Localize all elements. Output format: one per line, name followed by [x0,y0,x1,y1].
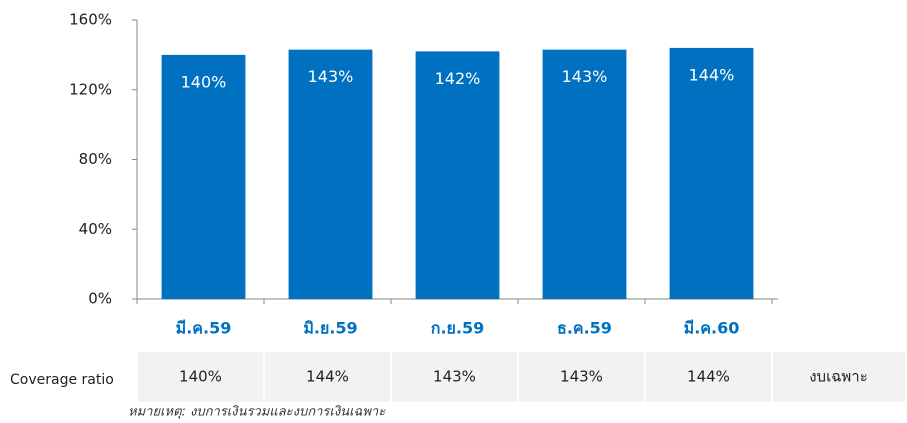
x-tick-label: ก.ย.59 [431,319,484,338]
table-row-label: Coverage ratio [10,372,114,388]
x-tick-label: ธ.ค.59 [557,319,612,338]
bar [288,49,373,299]
table-cell [773,352,905,402]
bar-value-label: 140% [181,72,227,91]
table-cell [392,352,517,402]
bar [161,54,246,299]
bar [542,49,627,299]
bar [415,51,500,300]
table-cell-text: 143% [560,368,603,386]
table-cell-text: 143% [433,368,476,386]
footnote: หมายเหตุ: งบการเงินรวมและงบการเงินเฉพาะ [128,405,386,420]
table-cell-text: งบเฉพาะ [809,368,868,386]
table-cell-text: 140% [179,368,222,386]
x-tick-label: มี.ค.60 [684,319,740,338]
table-cell [646,352,771,402]
table-cell [138,352,263,402]
table-cell-text: 144% [687,368,730,386]
x-tick-label: มี.ค.59 [176,319,232,338]
y-tick-label: 120% [69,80,112,98]
y-tick-label: 0% [88,290,112,308]
table-cell [519,352,644,402]
y-tick-label: 160% [69,11,112,29]
bar-value-label: 143% [562,67,608,86]
bar-value-label: 142% [435,69,481,88]
table-cell [265,352,390,402]
bar [669,47,754,300]
x-tick-label: มิ.ย.59 [303,319,357,338]
bar-value-label: 143% [308,67,354,86]
y-tick-label: 40% [79,220,112,238]
table-cell-text: 144% [306,368,349,386]
bar-value-label: 144% [689,65,735,84]
y-tick-label: 80% [79,150,112,168]
